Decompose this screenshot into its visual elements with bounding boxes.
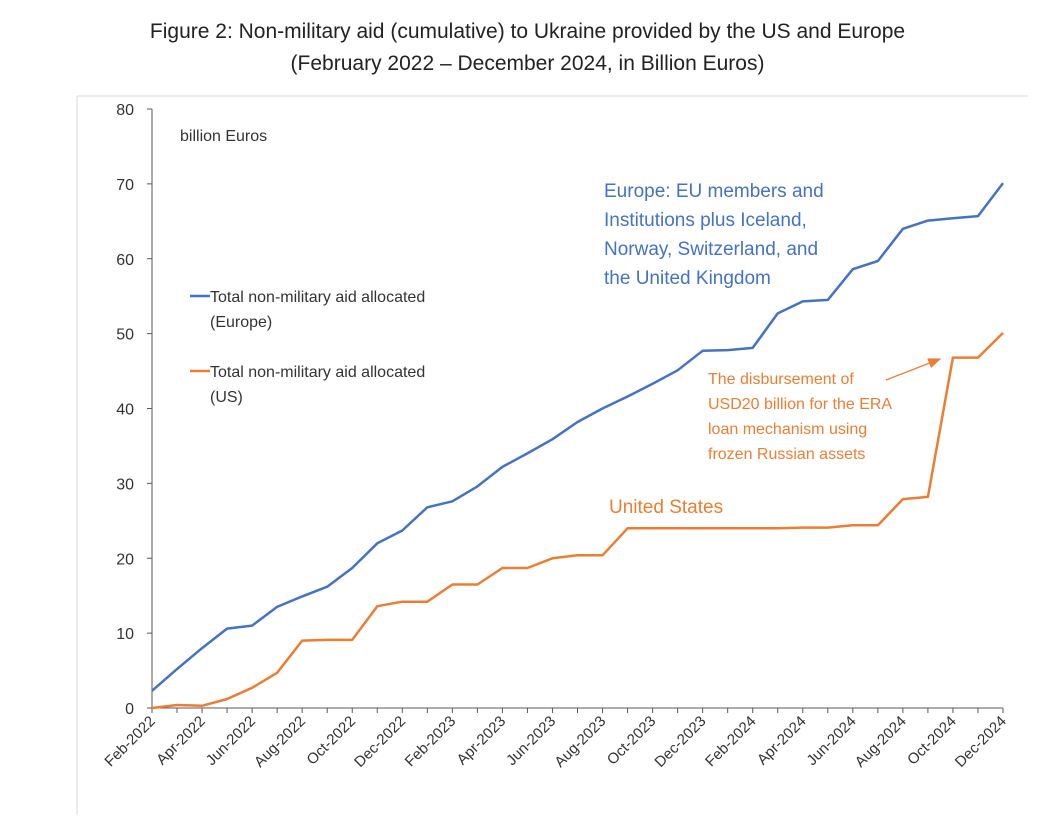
x-tick-label: Feb-2023 xyxy=(402,713,459,770)
x-tick-label: Apr-2024 xyxy=(754,713,810,769)
series-lines xyxy=(151,182,1004,710)
x-tick-label: Jun-2023 xyxy=(503,713,559,769)
x-tick-label: Dec-2024 xyxy=(952,713,1010,771)
x-tick-label: Dec-2023 xyxy=(651,713,709,771)
x-tick-label: Apr-2023 xyxy=(454,713,510,769)
y-tick-label: 20 xyxy=(116,551,134,568)
x-tick-label: Jun-2024 xyxy=(803,713,859,769)
x-tick-label: Aug-2023 xyxy=(551,713,609,771)
y-tick-label: 10 xyxy=(116,626,134,643)
europe-label-line4: the United Kingdom xyxy=(604,268,771,289)
legend-europe-line1: Total non-military aid allocated xyxy=(210,289,425,306)
y-tick-label: 60 xyxy=(116,252,134,269)
legend: Total non-military aid allocated (Europe… xyxy=(190,289,425,406)
era-note-arrow xyxy=(885,358,942,381)
us-series-label: United States xyxy=(609,497,723,518)
x-tick-label: Feb-2024 xyxy=(702,713,759,770)
x-tick-label: Aug-2024 xyxy=(852,713,910,771)
x-tick-label: Jun-2022 xyxy=(203,713,259,769)
x-tick-label: Oct-2022 xyxy=(303,713,359,769)
series-line-europe xyxy=(151,182,1004,692)
europe-label-line2: Institutions plus Iceland, xyxy=(604,210,807,231)
x-tick-label: Feb-2022 xyxy=(101,713,158,770)
europe-label-line3: Norway, Switzerland, and xyxy=(604,239,818,260)
y-tick-label: 0 xyxy=(125,701,134,718)
era-note-line2: USD20 billion for the ERA xyxy=(708,396,892,413)
y-tick-label: 40 xyxy=(116,402,134,419)
chart-title-line2: (February 2022 – December 2024, in Billi… xyxy=(290,52,765,75)
europe-label-line1: Europe: EU members and xyxy=(604,181,824,202)
y-tick-label: 80 xyxy=(116,102,134,119)
x-tick-label: Apr-2022 xyxy=(153,713,209,769)
series-line-us xyxy=(151,332,1004,710)
y-tick-label: 30 xyxy=(116,476,134,493)
era-note-line1: The disbursement of xyxy=(708,371,854,388)
legend-us-line1: Total non-military aid allocated xyxy=(210,364,425,381)
y-tick-label: 70 xyxy=(116,177,134,194)
chart-title-line1: Figure 2: Non-military aid (cumulative) … xyxy=(149,20,906,43)
era-note-line3: loan mechanism using xyxy=(708,421,867,438)
legend-us-line2: (US) xyxy=(210,389,243,406)
x-tick-label: Aug-2022 xyxy=(251,713,309,771)
era-note-line4: frozen Russian assets xyxy=(708,446,865,463)
unit-label: billion Euros xyxy=(180,128,267,145)
era-note-annotation: The disbursement of USD20 billion for th… xyxy=(708,358,942,463)
x-tick-label: Dec-2022 xyxy=(351,713,409,771)
europe-annotation: Europe: EU members and Institutions plus… xyxy=(604,181,824,289)
x-tick-label: Oct-2023 xyxy=(604,713,660,769)
x-tick-label: Oct-2024 xyxy=(904,713,960,769)
y-tick-label: 50 xyxy=(116,327,134,344)
legend-europe-line2: (Europe) xyxy=(210,314,272,331)
